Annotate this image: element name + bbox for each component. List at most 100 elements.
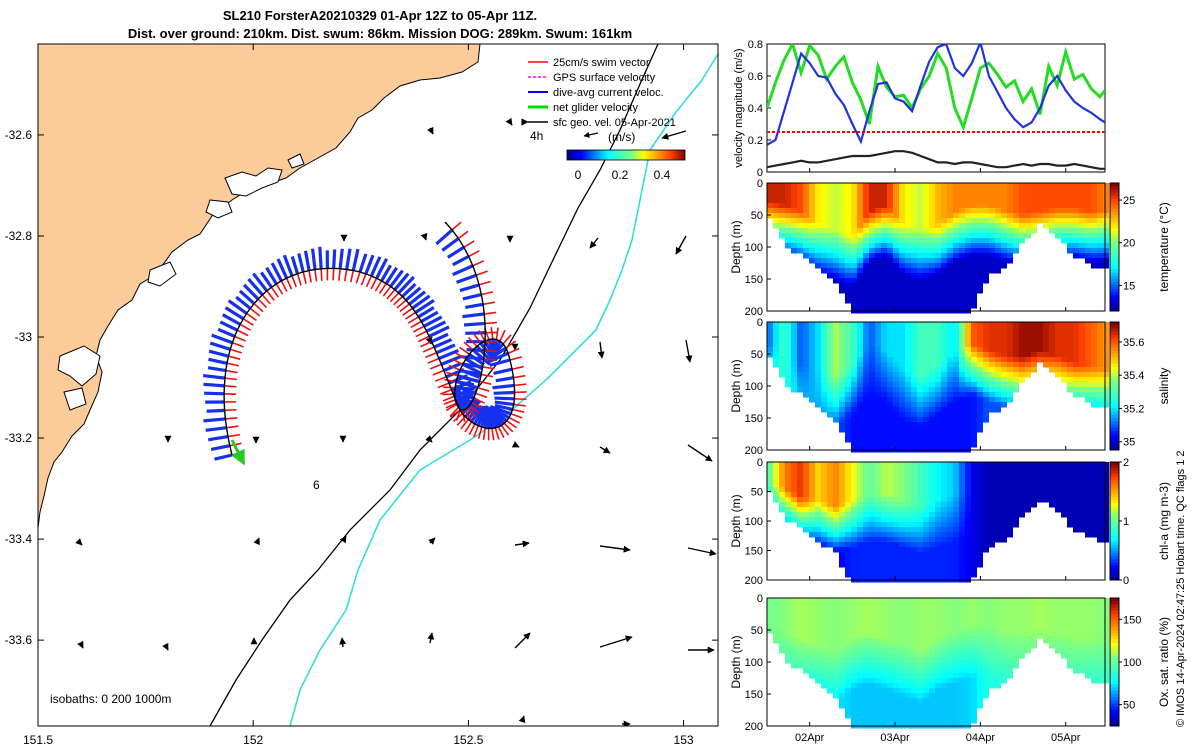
section-cell bbox=[845, 643, 851, 649]
section-cell bbox=[953, 183, 959, 189]
section-cell bbox=[1055, 332, 1061, 338]
section-cell bbox=[1001, 377, 1007, 383]
colorbar-cell bbox=[1110, 694, 1119, 698]
section-cell bbox=[989, 392, 995, 398]
section-cell bbox=[959, 557, 965, 563]
section-cell bbox=[965, 362, 971, 368]
section-cell bbox=[821, 673, 827, 679]
section-cell bbox=[1013, 367, 1019, 373]
section-cell bbox=[959, 342, 965, 348]
section-cell bbox=[821, 327, 827, 333]
section-cell bbox=[869, 683, 875, 689]
section-cell bbox=[1001, 502, 1007, 508]
section-cell bbox=[923, 703, 929, 709]
section-cell bbox=[917, 492, 923, 498]
section-cell bbox=[965, 228, 971, 234]
section-cell bbox=[851, 557, 857, 563]
section-cell bbox=[803, 352, 809, 358]
section-cell bbox=[821, 352, 827, 358]
section-cell bbox=[923, 432, 929, 438]
section-cell bbox=[1043, 218, 1049, 224]
section-cell bbox=[779, 603, 785, 609]
section-cell bbox=[821, 387, 827, 393]
section-cell bbox=[983, 253, 989, 259]
section-cell bbox=[827, 268, 833, 274]
section-cell bbox=[1073, 628, 1079, 634]
section-cell bbox=[869, 703, 875, 709]
section-cell bbox=[893, 512, 899, 518]
section-cell bbox=[953, 233, 959, 239]
section-cell bbox=[791, 188, 797, 194]
colorbar-label: temperature (°C) bbox=[1157, 202, 1171, 292]
section-cell bbox=[779, 467, 785, 473]
section-cell bbox=[797, 497, 803, 503]
section-cell bbox=[821, 233, 827, 239]
section-cell bbox=[1067, 608, 1073, 614]
section-cell bbox=[989, 542, 995, 548]
section-cell bbox=[833, 598, 839, 604]
colorbar-tick-label: 35.6 bbox=[1123, 337, 1144, 349]
section-cell bbox=[803, 203, 809, 209]
section-cell bbox=[959, 432, 965, 438]
section-cell bbox=[977, 472, 983, 478]
y-tick-label: 0.4 bbox=[748, 103, 763, 115]
section-cell bbox=[851, 273, 857, 279]
colorbar-frame bbox=[1109, 182, 1120, 312]
section-cell bbox=[1013, 613, 1019, 619]
section-cell bbox=[809, 482, 815, 488]
section-cell bbox=[881, 407, 887, 413]
section-cell bbox=[911, 427, 917, 433]
section-cell bbox=[929, 638, 935, 644]
section-cell bbox=[1085, 482, 1091, 488]
section-cell bbox=[863, 283, 869, 289]
section-cell bbox=[905, 253, 911, 259]
section-cell bbox=[869, 653, 875, 659]
dive-avg-current-vector bbox=[207, 366, 227, 373]
section-cell bbox=[971, 303, 977, 309]
section-cell bbox=[935, 213, 941, 219]
section-cell bbox=[947, 293, 953, 299]
section-cell bbox=[845, 472, 851, 478]
swim-vector bbox=[226, 425, 239, 429]
section-cell bbox=[851, 293, 857, 299]
section-cell bbox=[857, 347, 863, 353]
section-cell bbox=[869, 527, 875, 533]
section-cell bbox=[845, 572, 851, 578]
swim-vector bbox=[224, 385, 237, 388]
section-cell bbox=[929, 557, 935, 563]
section-cell bbox=[1079, 203, 1085, 209]
section-cell bbox=[863, 683, 869, 689]
colorbar-cell bbox=[1110, 322, 1119, 326]
swim-vector bbox=[473, 397, 485, 404]
section-cell bbox=[989, 472, 995, 478]
section-cell bbox=[857, 522, 863, 528]
section-cell bbox=[887, 407, 893, 413]
section-cell bbox=[863, 213, 869, 219]
section-cell bbox=[1013, 623, 1019, 629]
section-cell bbox=[887, 698, 893, 704]
section-cell bbox=[863, 663, 869, 669]
section-cell bbox=[935, 693, 941, 699]
section-cell bbox=[857, 572, 863, 578]
section-cell bbox=[869, 542, 875, 548]
section-cell bbox=[875, 357, 881, 363]
section-cell bbox=[965, 238, 971, 244]
section-cell bbox=[989, 537, 995, 543]
section-cell bbox=[875, 517, 881, 523]
section-cell bbox=[917, 537, 923, 543]
section-cell bbox=[863, 658, 869, 664]
section-cell bbox=[851, 387, 857, 393]
y-axis-label: Depth (m) bbox=[729, 359, 743, 412]
section-cell bbox=[1025, 233, 1031, 239]
section-cell bbox=[929, 522, 935, 528]
section-cell bbox=[797, 517, 803, 523]
section-cell bbox=[1061, 213, 1067, 219]
section-cell bbox=[935, 477, 941, 483]
section-cell bbox=[977, 357, 983, 363]
section-cell bbox=[1007, 203, 1013, 209]
section-cell bbox=[935, 643, 941, 649]
section-cell bbox=[1055, 507, 1061, 513]
section-cell bbox=[989, 238, 995, 244]
section-cell bbox=[1103, 253, 1109, 259]
